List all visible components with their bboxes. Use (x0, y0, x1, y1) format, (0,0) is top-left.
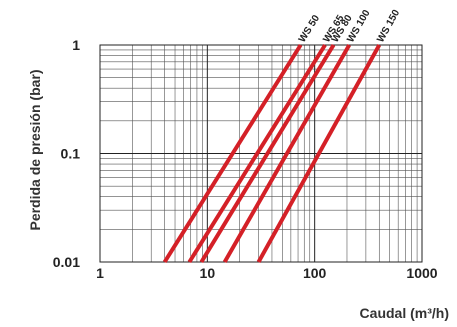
series-label: WS 150 (375, 8, 402, 45)
y-tick-label: 1 (72, 37, 80, 53)
x-tick-label: 1 (96, 265, 104, 281)
x-tick-labels: 1 10 100 1000 (96, 265, 438, 281)
x-axis-label: Caudal (m³/h) (360, 305, 449, 321)
y-axis-label: Perdida de presión (bar) (27, 69, 43, 230)
x-tick-label: 1000 (406, 265, 437, 281)
y-tick-label: 0.01 (53, 254, 80, 270)
y-tick-labels: 0.01 0.1 1 (53, 37, 80, 270)
x-tick-label: 100 (303, 265, 327, 281)
series-label: WS 50 (297, 13, 322, 45)
x-tick-label: 10 (200, 265, 216, 281)
y-tick-label: 0.1 (61, 146, 81, 162)
